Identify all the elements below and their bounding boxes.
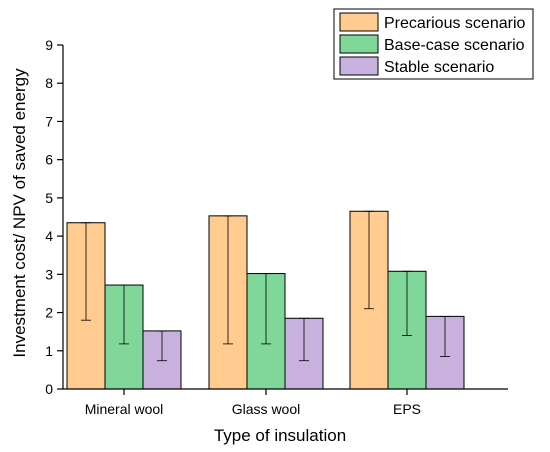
bars-layer bbox=[66, 210, 465, 390]
legend-label: Base-case scenario bbox=[384, 37, 525, 54]
y-tick-label: 3 bbox=[45, 266, 53, 282]
y-tick-label: 4 bbox=[45, 228, 53, 244]
x-ticks-layer: Mineral wool Glass wool EPS bbox=[85, 389, 421, 417]
y-tick-label: 1 bbox=[45, 343, 53, 359]
legend-swatch bbox=[339, 34, 379, 54]
y-tick-label: 9 bbox=[45, 37, 53, 53]
y-tick-label: 6 bbox=[45, 152, 53, 168]
axes-layer bbox=[62, 45, 508, 390]
y-axis-title: Investment cost/ NPV of saved energy bbox=[10, 68, 29, 358]
legend-items: Precarious scenario Base-case scenario Sta… bbox=[339, 12, 526, 76]
y-tick-label: 0 bbox=[45, 381, 53, 397]
y-tick-label: 2 bbox=[45, 305, 53, 321]
y-ticks-layer: 0 1 2 3 4 5 6 7 8 9 bbox=[45, 37, 63, 397]
x-axis-title: Type of insulation bbox=[214, 426, 346, 445]
legend: Precarious scenario Base-case scenario Sta… bbox=[333, 8, 534, 80]
y-tick-label: 7 bbox=[45, 113, 53, 129]
x-tick-label: Mineral wool bbox=[85, 401, 164, 417]
legend-label: Precarious scenario bbox=[384, 15, 526, 32]
error-bars-layer bbox=[81, 210, 450, 362]
legend-swatch bbox=[339, 12, 379, 32]
y-tick-label: 5 bbox=[45, 190, 53, 206]
y-tick-label: 8 bbox=[45, 75, 53, 91]
legend-label: Stable scenario bbox=[384, 59, 494, 76]
legend-swatch bbox=[339, 56, 379, 76]
x-tick-label: EPS bbox=[393, 401, 421, 417]
x-tick-label: Glass wool bbox=[232, 401, 300, 417]
